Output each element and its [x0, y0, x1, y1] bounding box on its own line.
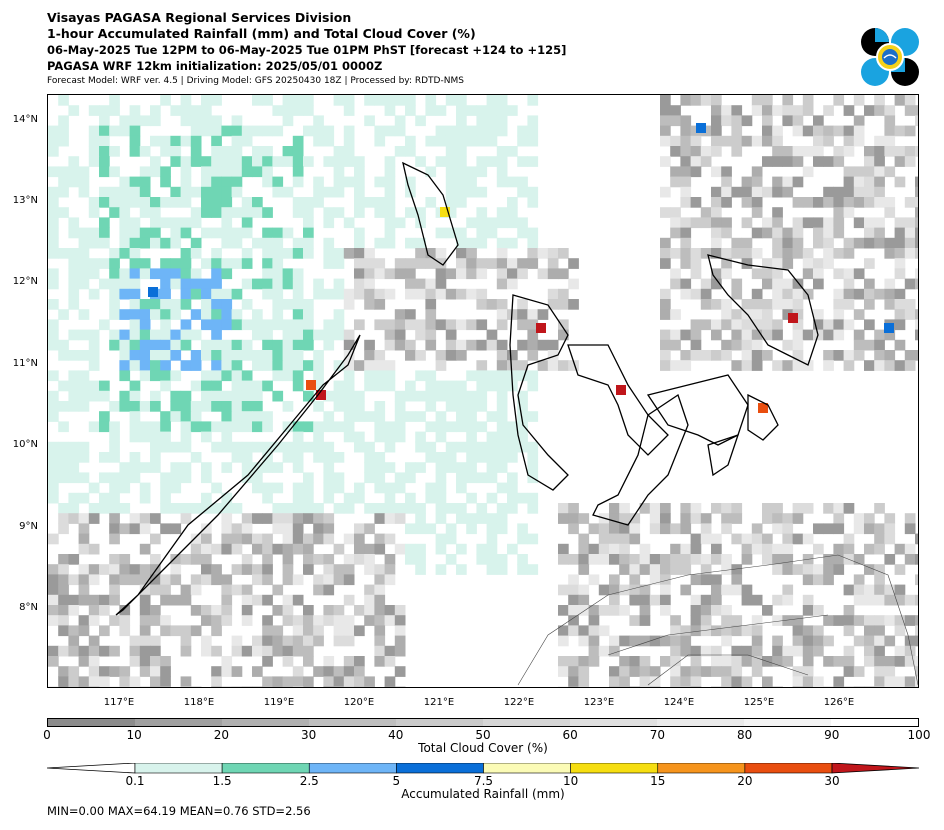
province-boundary [517, 554, 918, 686]
cloud-colorbar-segment [831, 719, 918, 726]
cloud-rain-grid [48, 95, 918, 687]
rainfall-colorbar-segment [221, 763, 310, 774]
rainfall-hotspot [148, 287, 158, 297]
statistics-summary: MIN=0.00 MAX=64.19 MEAN=0.76 STD=2.56 [47, 804, 311, 818]
cloud-cover-colorbar [47, 718, 919, 727]
title-model-info: Forecast Model: WRF ver. 4.5 | Driving M… [47, 76, 464, 86]
cloud-colorbar-segment [309, 719, 396, 726]
cloud-colorbar-tick: 100 [907, 728, 931, 742]
cloud-colorbar-tick: 60 [562, 728, 578, 742]
cloud-colorbar-segment [222, 719, 309, 726]
rainfall-colorbar [47, 763, 920, 774]
lat-label-12: 12°N [12, 276, 38, 287]
title-block: Visayas PAGASA Regional Services Divisio… [47, 10, 566, 88]
cloud-colorbar-tick: 80 [736, 728, 753, 742]
cloud-colorbar-tick: 40 [388, 728, 404, 742]
lon-label-120: 120°E [343, 697, 375, 708]
cloud-colorbar-segment [744, 719, 831, 726]
cloud-colorbar-segment [570, 719, 657, 726]
rainfall-colorbar-tick: 30 [824, 774, 840, 788]
lon-label-117: 117°E [103, 697, 135, 708]
rainfall-colorbar-tick: 10 [562, 774, 579, 788]
lon-label-119: 119°E [263, 697, 295, 708]
coastline [707, 433, 740, 477]
rainfall-colorbar-tick: 7.5 [473, 774, 494, 788]
rainfall-colorbar-tick: 15 [650, 774, 666, 788]
rainfall-colorbar-segment [657, 763, 746, 774]
cloud-colorbar-segment [657, 719, 744, 726]
rainfall-colorbar-segment [134, 763, 223, 774]
coastline [115, 334, 361, 616]
coastline [707, 254, 819, 366]
cloud-colorbar-segment [48, 719, 135, 726]
rainfall-colorbar-segment [570, 763, 659, 774]
lat-label-14: 14°N [12, 114, 38, 125]
lat-label-10: 10°N [12, 439, 38, 450]
title-init: PAGASA WRF 12km initialization: 2025/05/… [47, 59, 383, 73]
lon-label-121: 121°E [423, 697, 455, 708]
rainfall-colorbar-tick: 20 [737, 774, 753, 788]
lat-label-11: 11°N [12, 358, 38, 369]
cloud-colorbar-tick: 30 [300, 728, 317, 742]
rainfall-hotspot [306, 380, 316, 390]
cloud-colorbar-tick: 70 [649, 728, 666, 742]
rainfall-hotspot [316, 390, 326, 400]
rainfall-hotspot [616, 385, 626, 395]
rainfall-colorbar-segment [396, 763, 484, 774]
rainfall-hotspot [440, 207, 450, 217]
rainfall-colorbar-max-extend [831, 763, 920, 774]
lon-label-126: 126°E [823, 697, 855, 708]
rainfall-colorbar-segment [308, 763, 397, 774]
title-valid-time: 06-May-2025 Tue 12PM to 06-May-2025 Tue … [47, 43, 567, 57]
rainfall-colorbar-title: Accumulated Rainfall (mm) [401, 787, 565, 801]
rainfall-colorbar-tick: 0.1 [125, 774, 145, 788]
pagasa-logo-icon [861, 28, 919, 86]
rainfall-colorbar-min-extend [47, 763, 136, 774]
coastline [747, 393, 779, 441]
coastline [402, 161, 459, 266]
rainfall-colorbar-segment [483, 763, 571, 774]
coastline [567, 344, 669, 456]
lon-label-123: 123°E [583, 697, 615, 708]
rainfall-colorbar-tick: 2.5 [299, 774, 319, 788]
cloud-colorbar-tick: 50 [475, 728, 491, 742]
map-canvas [48, 95, 918, 687]
coastline [646, 374, 749, 446]
cloud-colorbar-segment [396, 719, 483, 726]
province-boundary [647, 654, 809, 686]
cloud-cover-colorbar-title: Total Cloud Cover (%) [418, 741, 548, 755]
rainfall-colorbar-segment [744, 763, 833, 774]
lon-label-124: 124°E [663, 697, 695, 708]
cloud-colorbar-segment [135, 719, 222, 726]
cloud-colorbar-segment [483, 719, 570, 726]
rainfall-hotspot [788, 313, 798, 323]
lat-label-8: 8°N [19, 602, 38, 613]
rainfall-cloud-map [47, 94, 919, 688]
rainfall-hotspot [696, 123, 706, 133]
cloud-colorbar-tick: 10 [126, 728, 142, 742]
rainfall-hotspot [884, 323, 894, 333]
cloud-colorbar-tick: 90 [824, 728, 840, 742]
rainfall-hotspot [758, 403, 768, 413]
title-office: Visayas PAGASA Regional Services Divisio… [47, 10, 352, 25]
rainfall-colorbar-tick: 1.5 [212, 774, 232, 788]
cloud-colorbar-tick: 0 [43, 728, 51, 742]
lon-label-118: 118°E [183, 697, 215, 708]
rainfall-colorbar-tick: 5 [392, 774, 401, 788]
cloud-colorbar-tick: 20 [213, 728, 230, 742]
lon-label-122: 122°E [503, 697, 535, 708]
lon-label-125: 125°E [743, 697, 775, 708]
coastline [592, 393, 689, 526]
lat-label-13: 13°N [12, 195, 38, 206]
coastline [509, 294, 569, 491]
lat-label-9: 9°N [19, 521, 38, 532]
title-product: 1-hour Accumulated Rainfall (mm) and Tot… [47, 26, 476, 41]
province-boundary [607, 614, 829, 656]
rainfall-hotspot [536, 323, 546, 333]
